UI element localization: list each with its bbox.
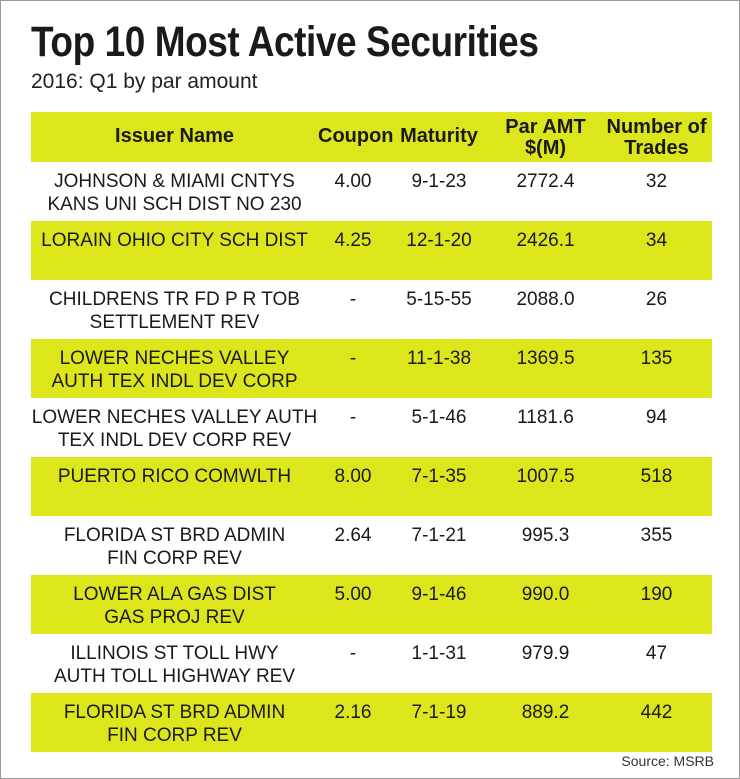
cell-maturity: 1-1-31 — [411, 643, 467, 664]
cell-number-of-trades: 47 — [645, 643, 668, 664]
cell-maturity: 5-15-55 — [406, 289, 472, 310]
securities-table: Issuer Name Coupon Maturity Par AMT $(M)… — [31, 112, 712, 752]
header-coupon: Coupon — [318, 125, 394, 147]
table-row: FLORIDA ST BRD ADMIN FIN CORP REV 2.16 7-1-… — [31, 693, 712, 752]
cell-issuer-name: LORAIN OHIO CITY SCH DIST — [31, 221, 318, 252]
cell-coupon: 4.25 — [334, 230, 372, 251]
page-title: Top 10 Most Active Securities — [31, 18, 539, 66]
cell-maturity: 9-1-46 — [411, 584, 467, 605]
cell-issuer-name: LOWER NECHES VALLEY AUTH TEX INDL DEV COR… — [31, 339, 318, 393]
cell-issuer-name: FLORIDA ST BRD ADMIN FIN CORP REV — [31, 516, 318, 570]
page-subtitle: 2016: Q1 by par amount — [31, 70, 258, 93]
cell-par-amount: 979.9 — [521, 643, 570, 664]
table-row: CHILDRENS TR FD P R TOB SETTLEMENT REV - 5-… — [31, 280, 712, 339]
cell-par-amount: 2772.4 — [516, 171, 575, 192]
cell-maturity: 12-1-20 — [406, 230, 472, 251]
cell-par-amount: 2088.0 — [516, 289, 575, 310]
issuer-name-line-2: GAS PROJ REV — [104, 607, 245, 628]
cell-number-of-trades: 518 — [640, 466, 673, 487]
cell-maturity: 7-1-21 — [411, 525, 467, 546]
cell-issuer-name: LOWER ALA GAS DIST GAS PROJ REV — [31, 575, 318, 629]
cell-par-amount: 995.3 — [521, 525, 570, 546]
cell-number-of-trades: 26 — [645, 289, 668, 310]
cell-coupon: - — [349, 289, 357, 310]
cell-number-of-trades: 190 — [640, 584, 673, 605]
issuer-name-line-1: FLORIDA ST BRD ADMIN — [63, 525, 286, 546]
cell-maturity: 7-1-35 — [411, 466, 467, 487]
source-note: Source: MSRB — [621, 753, 714, 769]
cell-coupon: - — [349, 407, 357, 428]
cell-par-amount: 889.2 — [521, 702, 570, 723]
table-row: JOHNSON & MIAMI CNTYS KANS UNI SCH DIST N… — [31, 162, 712, 221]
cell-number-of-trades: 355 — [640, 525, 673, 546]
header-par-line2: $(M) — [524, 137, 567, 159]
cell-coupon: 2.16 — [334, 702, 372, 723]
table-row: LOWER ALA GAS DIST GAS PROJ REV 5.00 9-1-46… — [31, 575, 712, 634]
cell-number-of-trades: 34 — [645, 230, 668, 251]
header-trades-line1: Number of — [606, 116, 707, 138]
issuer-name-line-2: FIN CORP REV — [107, 548, 242, 569]
header-number-of-trades: Number of Trades — [601, 112, 712, 159]
issuer-name-line-1: ILLINOIS ST TOLL HWY — [70, 643, 279, 664]
cell-par-amount: 2426.1 — [516, 230, 575, 251]
cell-maturity: 11-1-38 — [406, 348, 472, 369]
cell-issuer-name: FLORIDA ST BRD ADMIN FIN CORP REV — [31, 693, 318, 747]
cell-coupon: - — [349, 643, 357, 664]
header-issuer-name: Issuer Name — [115, 125, 234, 147]
issuer-name-line-1: LORAIN OHIO CITY SCH DIST — [41, 230, 308, 251]
cell-issuer-name: PUERTO RICO COMWLTH — [31, 457, 318, 488]
issuer-name-line-1: CHILDRENS TR FD P R TOB — [49, 289, 300, 310]
issuer-name-line-1: LOWER NECHES VALLEY — [59, 348, 290, 369]
table-row: ILLINOIS ST TOLL HWY AUTH TOLL HIGHWAY RE… — [31, 634, 712, 693]
cell-coupon: 4.00 — [334, 171, 372, 192]
issuer-name-line-2: AUTH TOLL HIGHWAY REV — [53, 666, 296, 687]
table-row: LOWER NECHES VALLEY AUTH TEX INDL DEV COR… — [31, 339, 712, 398]
table-row: FLORIDA ST BRD ADMIN FIN CORP REV 2.64 7-1-… — [31, 516, 712, 575]
cell-maturity: 7-1-19 — [411, 702, 467, 723]
table-row: LOWER NECHES VALLEY AUTH TEX INDL DEV COR… — [31, 398, 712, 457]
cell-coupon: - — [349, 348, 357, 369]
issuer-name-line-2: KANS UNI SCH DIST NO 230 — [47, 194, 302, 215]
cell-number-of-trades: 94 — [645, 407, 668, 428]
cell-number-of-trades: 442 — [640, 702, 673, 723]
cell-par-amount: 1369.5 — [516, 348, 575, 369]
cell-par-amount: 1007.5 — [516, 466, 575, 487]
cell-par-amount: 1181.6 — [517, 407, 574, 428]
issuer-name-line-2: AUTH TEX INDL DEV CORP — [51, 371, 298, 392]
cell-coupon: 5.00 — [334, 584, 372, 605]
issuer-name-line-1: LOWER NECHES VALLEY AUTH — [31, 407, 318, 428]
table-row: PUERTO RICO COMWLTH 8.00 7-1-35 1007.5 518 — [31, 457, 712, 516]
cell-coupon: 8.00 — [334, 466, 372, 487]
issuer-name-line-2: SETTLEMENT REV — [89, 312, 260, 333]
table-header-row: Issuer Name Coupon Maturity Par AMT $(M)… — [31, 112, 712, 162]
cell-issuer-name: JOHNSON & MIAMI CNTYS KANS UNI SCH DIST N… — [31, 162, 318, 216]
cell-number-of-trades: 135 — [640, 348, 673, 369]
header-maturity: Maturity — [400, 125, 478, 147]
cell-number-of-trades: 32 — [645, 171, 668, 192]
header-par-amount: Par AMT $(M) — [490, 112, 601, 159]
cell-maturity: 9-1-23 — [411, 171, 467, 192]
issuer-name-line-2: FIN CORP REV — [107, 725, 242, 746]
header-par-line1: Par AMT — [505, 116, 586, 138]
issuer-name-line-1: PUERTO RICO COMWLTH — [57, 466, 292, 487]
cell-maturity: 5-1-46 — [411, 407, 467, 428]
issuer-name-line-1: LOWER ALA GAS DIST — [73, 584, 276, 605]
issuer-name-line-1: FLORIDA ST BRD ADMIN — [63, 702, 286, 723]
table-row: LORAIN OHIO CITY SCH DIST 4.25 12-1-20 2426… — [31, 221, 712, 280]
cell-coupon: 2.64 — [334, 525, 372, 546]
header-trades-line2: Trades — [624, 137, 689, 159]
issuer-name-line-1: JOHNSON & MIAMI CNTYS — [54, 171, 295, 192]
cell-issuer-name: LOWER NECHES VALLEY AUTH TEX INDL DEV COR… — [31, 398, 318, 452]
issuer-name-line-2: TEX INDL DEV CORP REV — [57, 430, 292, 451]
cell-par-amount: 990.0 — [521, 584, 570, 605]
cell-issuer-name: ILLINOIS ST TOLL HWY AUTH TOLL HIGHWAY RE… — [31, 634, 318, 688]
cell-issuer-name: CHILDRENS TR FD P R TOB SETTLEMENT REV — [31, 280, 318, 334]
